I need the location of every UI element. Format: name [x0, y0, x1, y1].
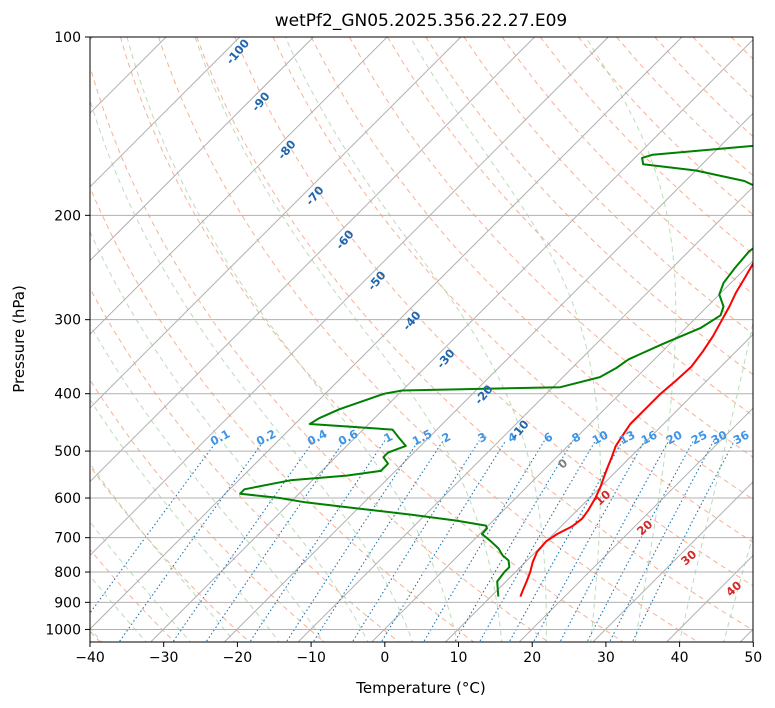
- mixing-ratio-line: [559, 440, 670, 642]
- isotherm: [90, 37, 609, 557]
- mixing-ratio-label: 13: [617, 428, 638, 448]
- isotherm: [297, 186, 753, 642]
- isotherm: [90, 37, 388, 335]
- x-tick-label: 20: [523, 650, 541, 666]
- y-tick-label: 400: [54, 387, 81, 403]
- x-tick-label: 30: [597, 650, 615, 666]
- y-tick-label: 500: [54, 444, 81, 460]
- dry-adiabat: [387, 37, 753, 417]
- isotherm: [90, 37, 535, 483]
- mixing-ratio-line: [351, 440, 480, 642]
- x-tick-label: −10: [296, 650, 326, 666]
- mixing-ratio-label: 30: [709, 428, 730, 448]
- isotherm: [90, 37, 241, 188]
- mixing-ratio-line: [478, 440, 596, 642]
- dry-adiabat: [272, 37, 753, 543]
- isotherm: [90, 37, 683, 630]
- chart-title: wetPf2_GN05.2025.356.22.27.E09: [275, 11, 567, 31]
- mixing-ratio-line: [118, 440, 265, 642]
- y-tick-label: 300: [54, 313, 81, 329]
- dry-adiabat: [501, 37, 753, 295]
- dry-adiabat: [234, 37, 753, 587]
- moist-adiabat: [194, 37, 503, 642]
- y-tick-label: 700: [54, 531, 81, 547]
- mixing-ratio-line: [312, 440, 444, 642]
- x-tick-label: 0: [380, 650, 389, 666]
- dewpoint-profile: [239, 144, 753, 597]
- mixing-ratio-line: [249, 440, 386, 642]
- y-tick-label: 100: [54, 30, 81, 46]
- y-axis-title: Pressure (hPa): [10, 285, 28, 393]
- mixing-ratio-line: [586, 440, 694, 642]
- moist-adiabat: [126, 37, 458, 642]
- dry-adiabat: [425, 37, 753, 376]
- x-tick-label: 40: [671, 650, 689, 666]
- isotherm: [371, 260, 753, 642]
- mixing-ratio-label: 36: [731, 428, 752, 448]
- moist-adiabat: [284, 37, 547, 642]
- mixing-ratio-line: [608, 440, 715, 642]
- x-tick-label: −20: [223, 650, 253, 666]
- isotherm: [518, 407, 753, 642]
- isotherm: [90, 37, 314, 262]
- temperature-profile: [519, 261, 753, 597]
- x-tick-label: 10: [450, 650, 468, 666]
- y-tick-label: 900: [54, 595, 81, 611]
- mixing-ratio-label: 10: [590, 428, 611, 448]
- y-tick-label: 1000: [45, 622, 81, 638]
- moist-adiabat: [409, 37, 602, 642]
- mixing-ratio-line: [380, 440, 507, 642]
- mixing-ratio-line: [422, 440, 545, 642]
- x-tick-label: −40: [75, 650, 105, 666]
- x-tick-label: 50: [744, 650, 762, 666]
- profiles: [239, 144, 753, 597]
- pressure-gridlines: [90, 37, 753, 630]
- mixing-ratio-line: [172, 440, 315, 642]
- mixing-ratio-line: [285, 440, 419, 642]
- isotherm: [223, 112, 753, 642]
- background-lines: [90, 37, 753, 642]
- y-axis: 100 200 300 400 500 600 700 800 900 1000: [45, 30, 90, 638]
- mixing-ratio-line: [532, 440, 646, 642]
- y-tick-label: 200: [54, 208, 81, 224]
- moist-adiabat: [90, 398, 280, 642]
- mixing-ratio-label: 16: [639, 428, 660, 448]
- isotherm: [90, 37, 462, 409]
- x-tick-label: −30: [149, 650, 179, 666]
- moist-adiabat: [585, 37, 677, 642]
- y-tick-label: 800: [54, 565, 81, 581]
- isotherm: [149, 38, 753, 642]
- x-axis: −40 −30 −20 −10 0 10 20 30 40 50: [75, 642, 762, 666]
- mixing-ratio-label: 25: [689, 428, 710, 448]
- mixing-ratio-label: 20: [664, 428, 685, 448]
- plot-frame: [89, 36, 754, 643]
- x-axis-title: Temperature (°C): [355, 679, 485, 697]
- dry-adiabat: [463, 37, 753, 335]
- isotherm: [592, 481, 753, 642]
- y-tick-label: 600: [54, 491, 81, 507]
- mixing-ratio-line: [454, 440, 574, 642]
- mixing-ratio-line: [508, 440, 624, 642]
